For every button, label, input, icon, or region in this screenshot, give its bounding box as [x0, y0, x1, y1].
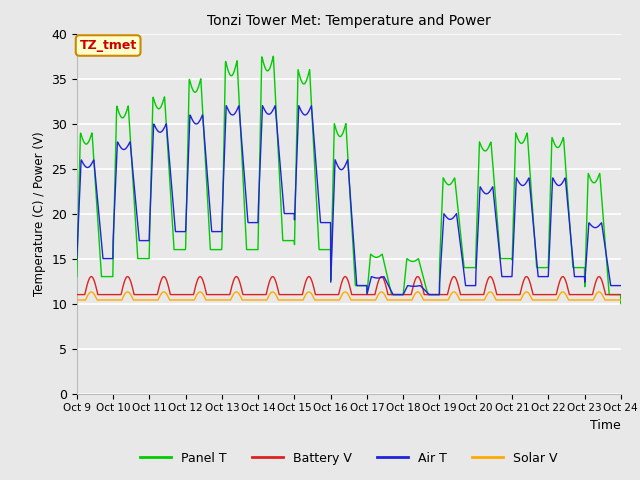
- Legend: Panel T, Battery V, Air T, Solar V: Panel T, Battery V, Air T, Solar V: [135, 447, 563, 469]
- Title: Tonzi Tower Met: Temperature and Power: Tonzi Tower Met: Temperature and Power: [207, 14, 491, 28]
- X-axis label: Time: Time: [590, 419, 621, 432]
- Text: TZ_tmet: TZ_tmet: [79, 39, 137, 52]
- Y-axis label: Temperature (C) / Power (V): Temperature (C) / Power (V): [33, 132, 45, 296]
